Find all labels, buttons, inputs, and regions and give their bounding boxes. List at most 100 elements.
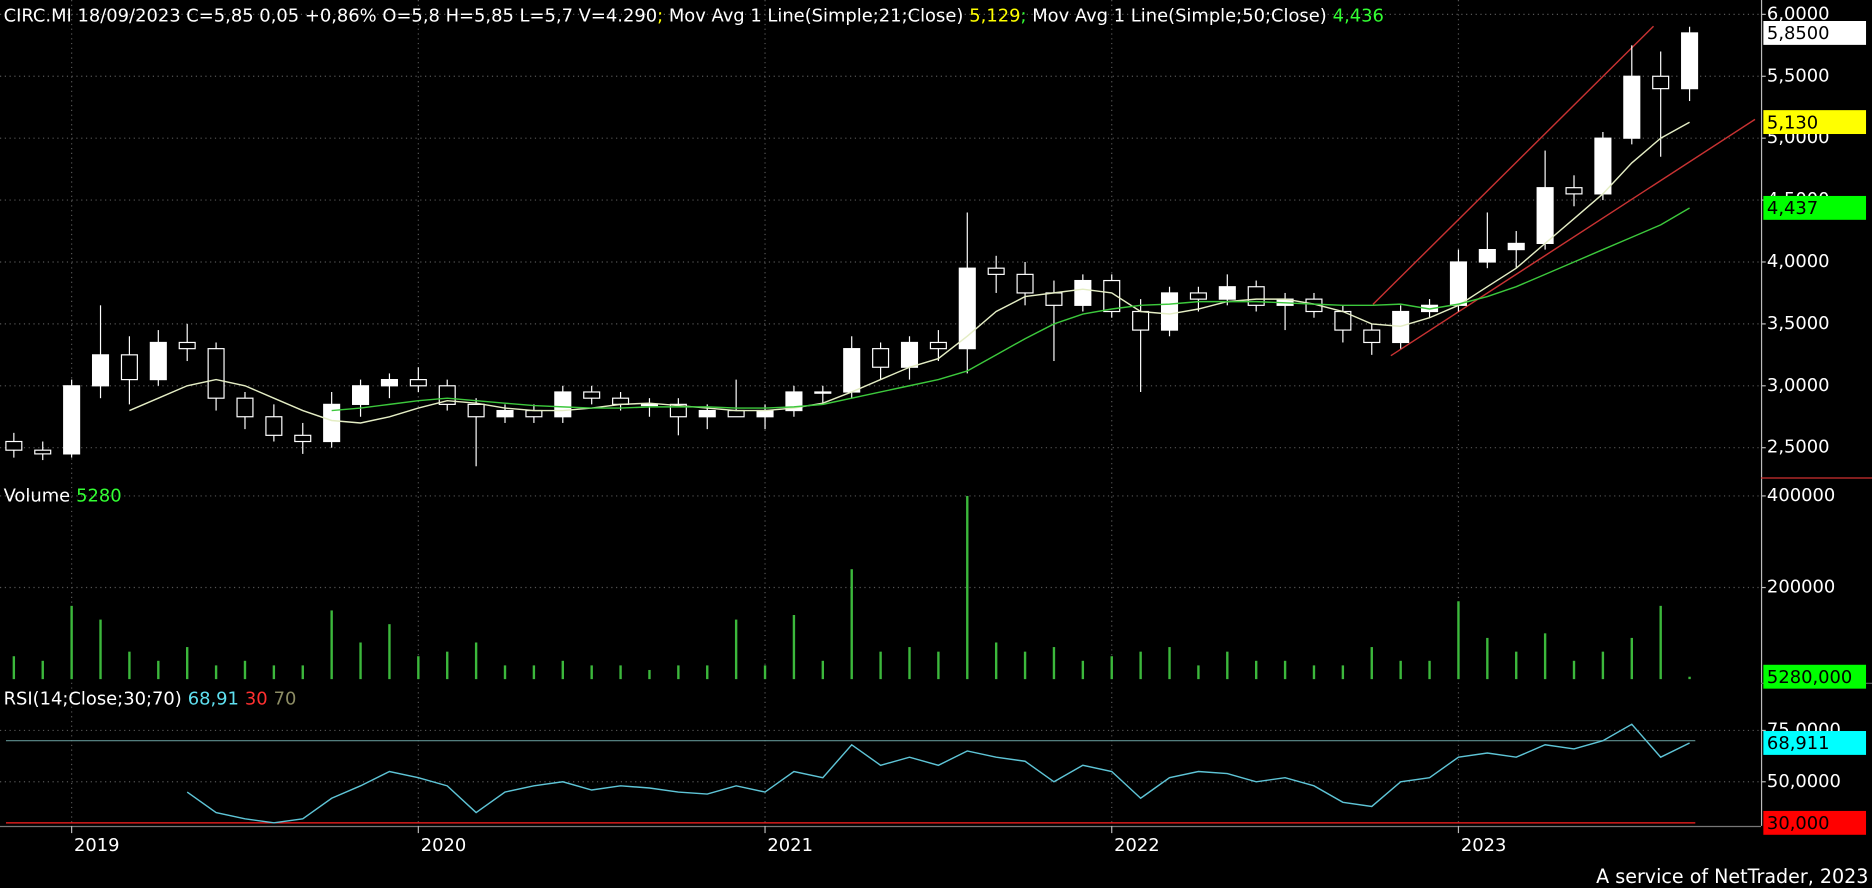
volume-bar [792,615,796,680]
candle-body [583,391,601,399]
y-tick-label: 3,5000 [1767,313,1830,334]
volume-bar [1052,647,1056,680]
candle-body [1536,187,1554,245]
candle-body [1652,75,1670,90]
volume-bar [272,665,276,680]
volume-bar [1688,676,1691,680]
candle-body [352,385,370,405]
volume-bar [734,619,738,680]
y-tick-label: 2,5000 [1767,437,1830,458]
volume-bar [446,651,449,680]
volume-bar [532,665,536,680]
volume-bar [619,665,622,680]
candle-body [1305,298,1323,313]
legend-separator: ; [657,6,669,27]
candle-body [294,434,312,443]
volume-bar [648,669,651,680]
volume-bar [1139,651,1142,680]
volume-bar [590,665,593,680]
value-box-label: 5,130 [1767,112,1818,133]
candle-body [149,341,167,381]
y-tick-label: 50,0000 [1767,771,1841,792]
volume-bar [1486,637,1489,680]
volume-bar [474,642,478,680]
volume-bar [1226,651,1229,680]
value-box-label: 5280,000 [1767,667,1852,688]
candle-body [265,416,283,436]
candle-body [872,348,890,368]
candle-body [1160,292,1179,331]
y-tick-label: 200000 [1767,577,1835,598]
current-value: 68,91 [188,688,239,709]
candle-body [91,354,110,387]
volume-bar [1197,665,1200,680]
volume-bar [1515,651,1518,680]
value-box [1763,810,1867,835]
series-line [186,723,1690,824]
volume-bar [937,651,940,680]
x-tick-label: 2019 [74,835,120,856]
volume-bar [994,642,998,680]
value-box [1763,195,1867,220]
candle-body [727,409,745,418]
x-tick-label: 2021 [767,835,813,856]
volume-bar [966,495,969,680]
volume-bar [677,665,680,680]
level-value: 70 [274,688,297,709]
series-line [129,121,1690,424]
value-box-label: 30,000 [1767,813,1830,834]
volume-bar [1572,660,1576,680]
candle-body [814,391,832,394]
legend-name: Mov Avg 1 Line(Simple;50;Close) [1032,6,1326,27]
candle-body [756,409,774,418]
legend-value: 4,436 [1333,6,1384,27]
volume-bar [1255,660,1258,680]
candle-body [1016,273,1034,294]
title: RSI(14;Close;30;70) [4,688,182,709]
legend-name: Mov Avg 1 Line(Simple;21;Close) [669,6,963,27]
candle-body [409,379,427,387]
candle-body [1218,286,1236,300]
price-header: CIRC.MI 18/09/2023 C=5,85 0,05 +0,86% O=… [4,6,1384,27]
volume-bar [128,651,131,680]
volume-bar [388,624,391,680]
value-box [1763,110,1867,135]
y-tick-label: 3,0000 [1767,375,1830,396]
candle-body [958,267,976,350]
volume-bar [1630,637,1633,680]
volume-bar [330,610,333,680]
y-tick-label: 4,0000 [1767,251,1830,272]
candle-body [34,449,52,455]
candle-body [1449,261,1467,306]
candle-body [1363,329,1381,344]
y-tick-label: 5,5000 [1767,65,1830,86]
volume-bar [1312,665,1316,680]
volume-bar [41,660,44,680]
candle-body [640,403,659,407]
volume-bar [1341,665,1345,680]
candle-body [467,403,485,418]
title: CIRC.MI 18/09/2023 C=5,85 0,05 +0,86% O=… [4,6,658,27]
y-tick-label: 6,0000 [1767,3,1830,24]
title: Volume [4,486,71,507]
volume-bar [1168,647,1171,680]
volume-bar [186,647,189,680]
volume-bar [417,656,420,680]
candle-body [236,397,254,418]
footer: A service of NetTrader, 2023 [1596,865,1868,888]
volume-bar [70,605,73,680]
candle-body [380,379,398,387]
trend-line [1372,25,1655,305]
value-box [1763,664,1867,689]
candle-body [178,341,196,350]
current-value: 5280 [76,486,122,507]
volume-bar [1457,601,1460,680]
candle-body [1103,279,1121,313]
volume-bar [706,665,709,680]
candle-body [496,409,514,418]
volume-bar [157,660,160,680]
value-box-label: 5,8500 [1767,23,1830,44]
volume-bar [1023,651,1027,680]
value-box [1763,20,1867,45]
